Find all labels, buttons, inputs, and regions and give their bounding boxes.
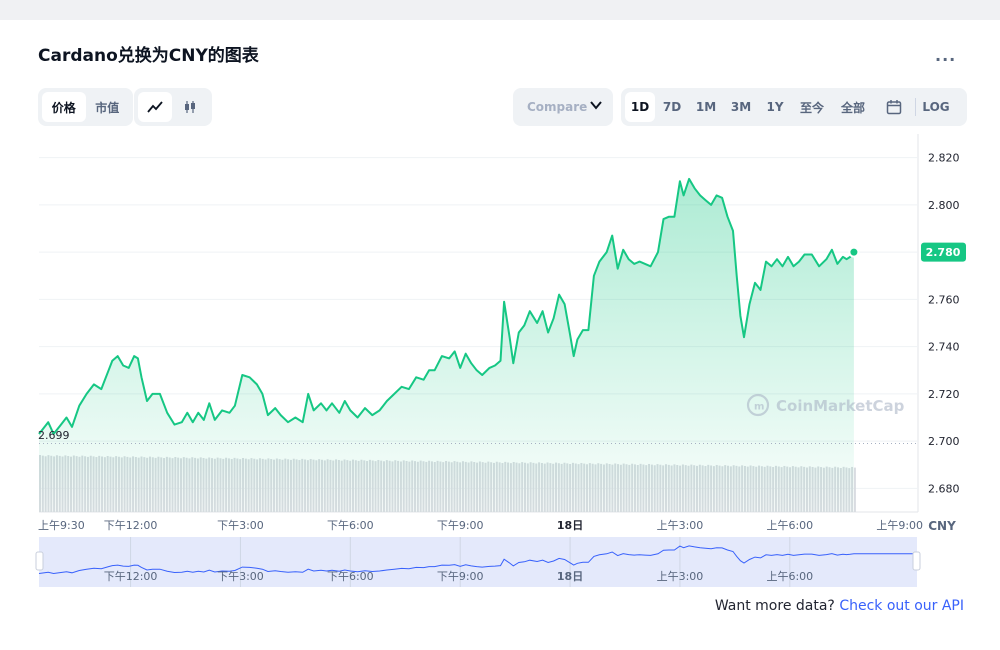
tab-7d[interactable]: 7D [662, 100, 682, 114]
range-tabs: 1D 7D 1M 3M 1Y 至今 全部 LOG [621, 88, 967, 126]
line-chart-button[interactable] [138, 92, 172, 122]
candlestick-button[interactable] [172, 92, 208, 122]
tab-1m[interactable]: 1M [695, 100, 717, 114]
metric-tabs: 价格 市值 [38, 88, 133, 126]
tab-ytd[interactable]: 至今 [799, 100, 824, 115]
chevron-down-icon [590, 101, 602, 110]
calendar-icon [886, 100, 902, 115]
tab-market-cap[interactable]: 市值 [95, 100, 120, 115]
range-divider [915, 98, 916, 116]
chart-type-toggle [134, 88, 212, 126]
line-chart-icon [147, 101, 163, 113]
tab-1d[interactable]: 1D [625, 92, 655, 122]
tab-all[interactable]: 全部 [840, 100, 865, 115]
log-scale-toggle[interactable]: LOG [922, 100, 950, 114]
tab-3m[interactable]: 3M [730, 100, 752, 114]
api-link[interactable]: Check out our API [839, 598, 964, 614]
compare-label: Compare [527, 100, 588, 114]
candlestick-icon [185, 101, 195, 113]
page-edge [990, 20, 1000, 650]
chart-title: Cardano兑换为CNY的图表 [38, 46, 259, 66]
compare-dropdown[interactable]: Compare [513, 88, 613, 126]
calendar-button[interactable] [873, 92, 915, 122]
tab-price[interactable]: 价格 [42, 92, 86, 122]
api-promo: Want more data? Check out our API [715, 598, 964, 614]
api-promo-text: Want more data? [714, 598, 835, 614]
tab-1y[interactable]: 1Y [766, 100, 784, 114]
more-options-button[interactable]: ... [935, 46, 957, 65]
